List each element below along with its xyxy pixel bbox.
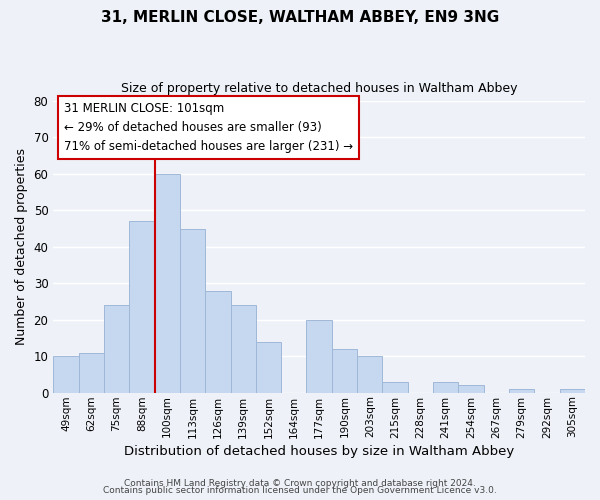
Bar <box>155 174 180 392</box>
Text: Contains public sector information licensed under the Open Government Licence v3: Contains public sector information licen… <box>103 486 497 495</box>
Bar <box>332 349 357 393</box>
Bar <box>307 320 332 392</box>
Title: Size of property relative to detached houses in Waltham Abbey: Size of property relative to detached ho… <box>121 82 517 96</box>
Bar <box>53 356 79 393</box>
Bar <box>560 389 585 392</box>
Text: 31, MERLIN CLOSE, WALTHAM ABBEY, EN9 3NG: 31, MERLIN CLOSE, WALTHAM ABBEY, EN9 3NG <box>101 10 499 25</box>
Bar <box>205 290 230 392</box>
Bar <box>357 356 382 393</box>
Bar <box>104 305 129 392</box>
Bar <box>382 382 408 392</box>
X-axis label: Distribution of detached houses by size in Waltham Abbey: Distribution of detached houses by size … <box>124 444 514 458</box>
Text: Contains HM Land Registry data © Crown copyright and database right 2024.: Contains HM Land Registry data © Crown c… <box>124 478 476 488</box>
Bar <box>129 221 155 392</box>
Bar <box>230 305 256 392</box>
Bar <box>509 389 535 392</box>
Bar <box>433 382 458 392</box>
Bar <box>180 228 205 392</box>
Bar <box>256 342 281 392</box>
Bar <box>458 386 484 392</box>
Bar <box>79 352 104 393</box>
Y-axis label: Number of detached properties: Number of detached properties <box>15 148 28 345</box>
Text: 31 MERLIN CLOSE: 101sqm
← 29% of detached houses are smaller (93)
71% of semi-de: 31 MERLIN CLOSE: 101sqm ← 29% of detache… <box>64 102 353 154</box>
